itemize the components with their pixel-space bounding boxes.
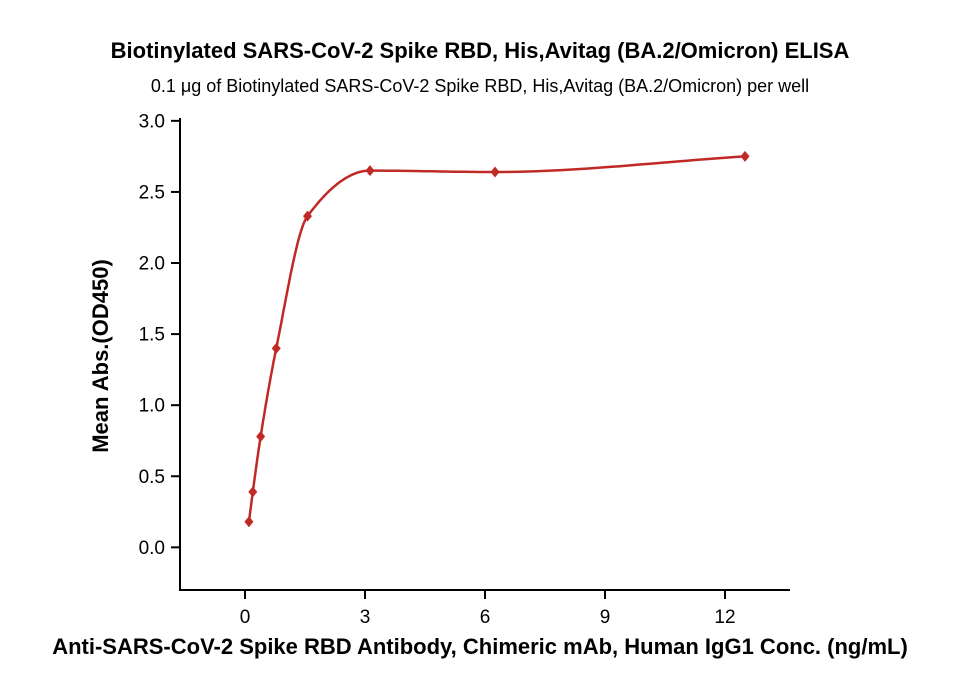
fit-curve [247,155,747,524]
data-point-marker [303,210,313,222]
data-point-marker [256,430,266,442]
data-point-marker [244,516,254,528]
data-point-marker [248,486,258,498]
y-tick-label: 0.0 [139,538,165,559]
x-tick-label: 9 [600,607,611,628]
data-point-marker [365,165,375,177]
data-point-marker [271,342,281,354]
y-tick-label: 2.0 [139,254,165,275]
x-tick-label: 12 [714,607,735,628]
x-tick-label: 6 [480,607,491,628]
y-tick-label: 3.0 [139,111,165,132]
y-tick-label: 2.5 [139,182,165,203]
chart-title: Biotinylated SARS-CoV-2 Spike RBD, His,A… [110,38,850,63]
data-point-marker [490,166,500,178]
axes [179,118,790,591]
y-tick-label: 1.5 [139,325,165,346]
data-point-marker [740,150,750,162]
chart-subtitle: 0.1 μg of Biotinylated SARS-CoV-2 Spike … [150,76,810,96]
y-tick-label: 1.0 [139,396,165,417]
x-tick-label: 3 [360,607,371,628]
x-axis-label: Anti-SARS-CoV-2 Spike RBD Antibody, Chim… [52,634,908,659]
y-tick-label: 0.5 [139,467,165,488]
x-tick-label: 0 [240,607,251,628]
